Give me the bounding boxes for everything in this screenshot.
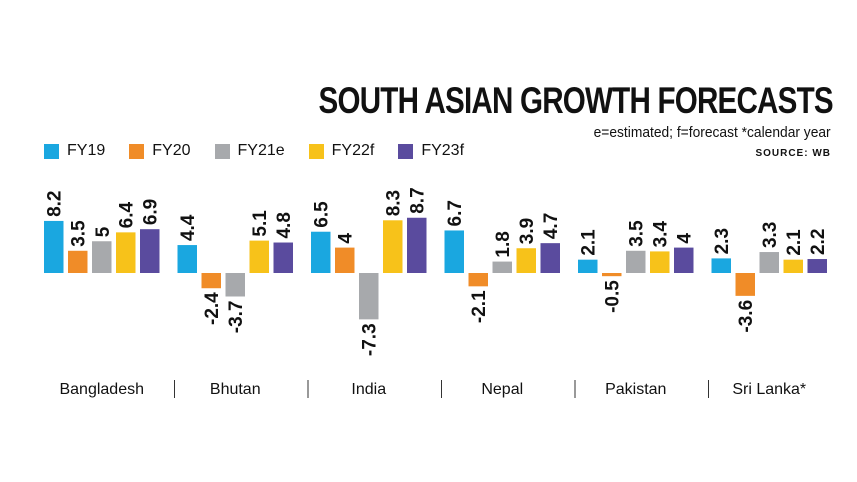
bar-fy20-3 [468, 273, 488, 287]
bar-fy22f-4 [650, 251, 670, 273]
value-label: 3.9 [517, 218, 538, 244]
bar-fy19-5 [711, 258, 731, 273]
value-label: 2.2 [808, 229, 829, 255]
category-label: Bhutan [210, 381, 261, 398]
value-label: 2.3 [712, 228, 733, 254]
bar-fy19-4 [578, 259, 598, 273]
value-label: 4.4 [178, 214, 199, 241]
legend-item-fy21e: FY21e [214, 142, 285, 160]
bar-fy21e-0 [92, 241, 112, 273]
value-label: 5.1 [250, 210, 271, 237]
value-label: 2.1 [579, 229, 600, 256]
category-label: Nepal [481, 381, 523, 398]
bar-fy22f-3 [516, 248, 536, 273]
bar-fy19-1 [177, 245, 197, 273]
bar-fy20-5 [735, 273, 755, 296]
bar-fy19-3 [444, 230, 464, 273]
bar-fy20-1 [201, 273, 221, 289]
category-label: Pakistan [605, 381, 666, 398]
value-label: 3.5 [69, 220, 90, 247]
bar-fy21e-4 [626, 250, 646, 273]
value-label: -0.5 [603, 280, 624, 313]
legend-label-fy22f: FY22f [331, 142, 375, 159]
value-label: 8.7 [408, 187, 429, 213]
bar-fy22f-5 [783, 259, 803, 273]
value-label: 4.8 [274, 212, 295, 238]
bar-fy21e-3 [492, 261, 512, 273]
value-label: 3.4 [651, 221, 672, 248]
chart-note: e=estimated; f=forecast *calendar year [593, 124, 831, 141]
value-label: 4.7 [541, 213, 562, 239]
legend-item-fy20: FY20 [129, 142, 191, 160]
legend-label-fy20: FY20 [152, 142, 191, 159]
legend-label-fy19: FY19 [67, 142, 106, 159]
bar-fy19-2 [311, 231, 331, 273]
legend-item-fy19: FY19 [44, 142, 105, 160]
value-label: 5 [93, 226, 114, 237]
bar-fy21e-1 [225, 273, 245, 297]
legend-swatch-fy22f [308, 143, 324, 159]
value-label: 1.8 [493, 231, 514, 257]
bar-fy20-0 [68, 250, 88, 273]
value-label: 4 [675, 233, 696, 244]
value-label: 3.3 [760, 222, 781, 248]
value-label: -2.4 [202, 292, 223, 325]
value-label: 6.7 [445, 200, 466, 226]
value-label: 8.3 [384, 190, 405, 216]
value-label: 2.1 [784, 229, 805, 256]
legend-swatch-fy19 [44, 143, 59, 159]
legend-item-fy22f: FY22f [308, 142, 375, 160]
value-label: 6.4 [117, 202, 138, 229]
value-label: -2.1 [469, 290, 490, 323]
bar-fy21e-5 [759, 252, 779, 273]
bar-fy23f-0 [140, 229, 160, 273]
category-label: India [351, 381, 386, 398]
legend-item-fy23f: FY23f [398, 142, 464, 160]
bar-fy20-4 [602, 273, 622, 277]
legend-label-fy23f: FY23f [421, 142, 465, 159]
value-label: -3.7 [226, 300, 247, 333]
legend-label-fy21e: FY21e [237, 142, 285, 159]
bar-fy23f-2 [407, 217, 427, 273]
value-label: 6.5 [312, 201, 333, 228]
bar-fy22f-0 [116, 232, 136, 273]
bar-fy22f-2 [383, 220, 403, 273]
legend-swatch-fy20 [129, 143, 145, 159]
bar-fy23f-5 [807, 259, 827, 273]
value-label: -3.6 [736, 300, 757, 333]
category-label: Sri Lanka* [732, 381, 806, 398]
bar-fy23f-3 [540, 243, 560, 273]
value-label: -7.3 [360, 323, 381, 356]
bar-fy23f-4 [674, 247, 694, 273]
bar-fy20-2 [335, 247, 355, 273]
legend-swatch-fy21e [214, 143, 230, 159]
value-label: 4 [336, 233, 357, 244]
category-label: Bangladesh [59, 381, 144, 398]
value-label: 6.9 [141, 199, 162, 225]
bar-fy23f-1 [273, 242, 293, 273]
bar-fy22f-1 [249, 240, 269, 273]
legend-swatch-fy23f [398, 143, 414, 159]
value-label: 8.2 [45, 191, 66, 217]
bar-fy19-0 [44, 220, 64, 273]
value-label: 3.5 [627, 220, 648, 247]
legend: FY19 FY20 FY21e FY22f FY23f [44, 142, 464, 160]
chart-source: SOURCE: WB [755, 148, 831, 159]
chart-title: SOUTH ASIAN GROWTH FORECASTS [318, 80, 834, 121]
bar-fy21e-2 [359, 273, 379, 320]
